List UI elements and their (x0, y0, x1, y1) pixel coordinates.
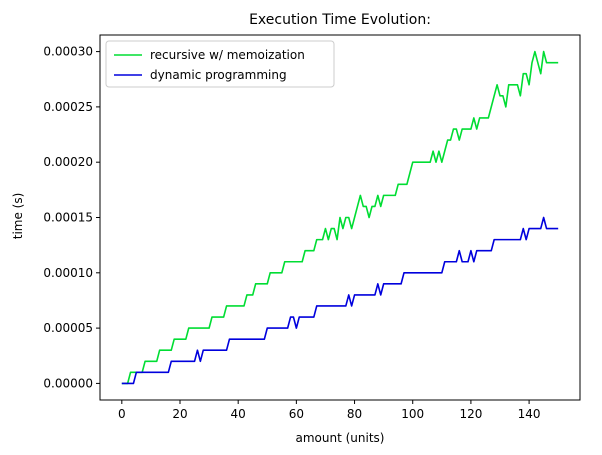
y-tick-label: 0.00030 (43, 45, 93, 59)
legend-label-1: dynamic programming (150, 68, 287, 82)
y-tick-label: 0.00000 (43, 376, 93, 390)
x-tick-label: 80 (347, 407, 362, 421)
y-tick-label: 0.00020 (43, 155, 93, 169)
axis-ticks: 0 20 40 60 80 100 120 140 0.00000 0.00005 0.00010 0… (43, 45, 540, 421)
y-tick-label: 0.00010 (43, 266, 93, 280)
x-axis-label: amount (units) (296, 431, 385, 445)
x-tick-label: 20 (172, 407, 187, 421)
x-tick-label: 140 (518, 407, 541, 421)
y-tick-label: 0.00015 (43, 211, 93, 225)
legend: recursive w/ memoization dynamic programm… (105, 40, 335, 88)
x-tick-label: 40 (231, 407, 246, 421)
y-tick-label: 0.00005 (43, 321, 93, 335)
chart-title: Execution Time Evolution: (249, 12, 431, 28)
legend-box (105, 40, 335, 88)
x-tick-label: 0 (118, 407, 126, 421)
legend-label-0: recursive w/ memoization (150, 48, 305, 62)
x-tick-label: 100 (401, 407, 424, 421)
series-line-1 (121, 216, 559, 385)
y-tick-label: 0.00025 (43, 100, 93, 114)
series-line-0 (121, 50, 559, 385)
y-axis-label: time (s) (11, 193, 25, 240)
series-layer (121, 50, 559, 385)
x-tick-label: 60 (289, 407, 304, 421)
x-tick-label: 120 (459, 407, 482, 421)
